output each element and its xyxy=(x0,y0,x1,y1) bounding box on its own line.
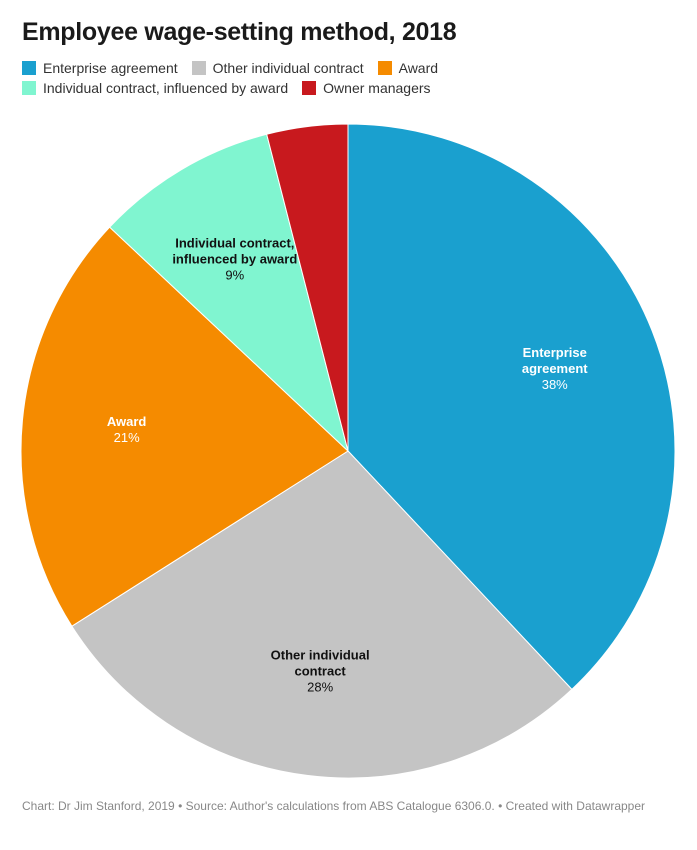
chart-footer: Chart: Dr Jim Stanford, 2019 • Source: A… xyxy=(22,799,646,813)
legend-label: Other individual contract xyxy=(212,60,364,76)
legend-swatch xyxy=(302,81,317,95)
pie-slice-individual-contract-influenced-by-award xyxy=(108,133,349,453)
slice-category-label: Award xyxy=(107,414,147,429)
legend-item: Owner managers xyxy=(302,80,431,96)
slice-category-label: influenced by award xyxy=(172,252,297,267)
pie-slice-award xyxy=(20,226,349,627)
legend-item: Other individual contract xyxy=(191,60,364,76)
legend-label: Individual contract, influenced by award xyxy=(43,80,289,96)
legend-item: Award xyxy=(377,60,439,76)
slice-value-label: 28% xyxy=(307,680,333,695)
legend-swatch xyxy=(22,81,36,95)
slice-value-label: 21% xyxy=(114,430,140,445)
slice-value-label: 9% xyxy=(225,268,244,283)
chart-title: Employee wage-setting method, 2018 xyxy=(22,18,457,46)
legend-item: Individual contract, influenced by award xyxy=(22,80,288,96)
slice-category-label: Individual contract, xyxy=(175,236,294,251)
legend-swatch xyxy=(377,61,392,75)
pie-slice-owner-managers xyxy=(266,123,349,452)
slice-category-label: agreement xyxy=(522,361,588,376)
slice-category-label: contract xyxy=(294,664,346,679)
pie-slice-label: Individual contract,influenced by award9… xyxy=(172,236,297,283)
legend-item: Enterprise agreement xyxy=(22,60,178,76)
slice-category-label: Other individual xyxy=(271,648,370,663)
pie-chart: Enterprise agreement 38% Other individual co… xyxy=(0,110,697,790)
legend-swatch xyxy=(22,61,36,75)
slice-category-label: Enterprise xyxy=(523,345,587,360)
pie-slice-enterprise-agreement xyxy=(347,123,676,691)
legend-label: Owner managers xyxy=(323,80,431,96)
chart-legend: Enterprise agreement Other individual con… xyxy=(22,60,682,96)
slice-value-label: 38% xyxy=(542,377,568,392)
legend-label: Enterprise agreement xyxy=(43,60,178,76)
pie-slice-other-individual-contract xyxy=(71,450,573,779)
legend-swatch xyxy=(191,61,206,75)
legend-label: Award xyxy=(398,60,439,76)
